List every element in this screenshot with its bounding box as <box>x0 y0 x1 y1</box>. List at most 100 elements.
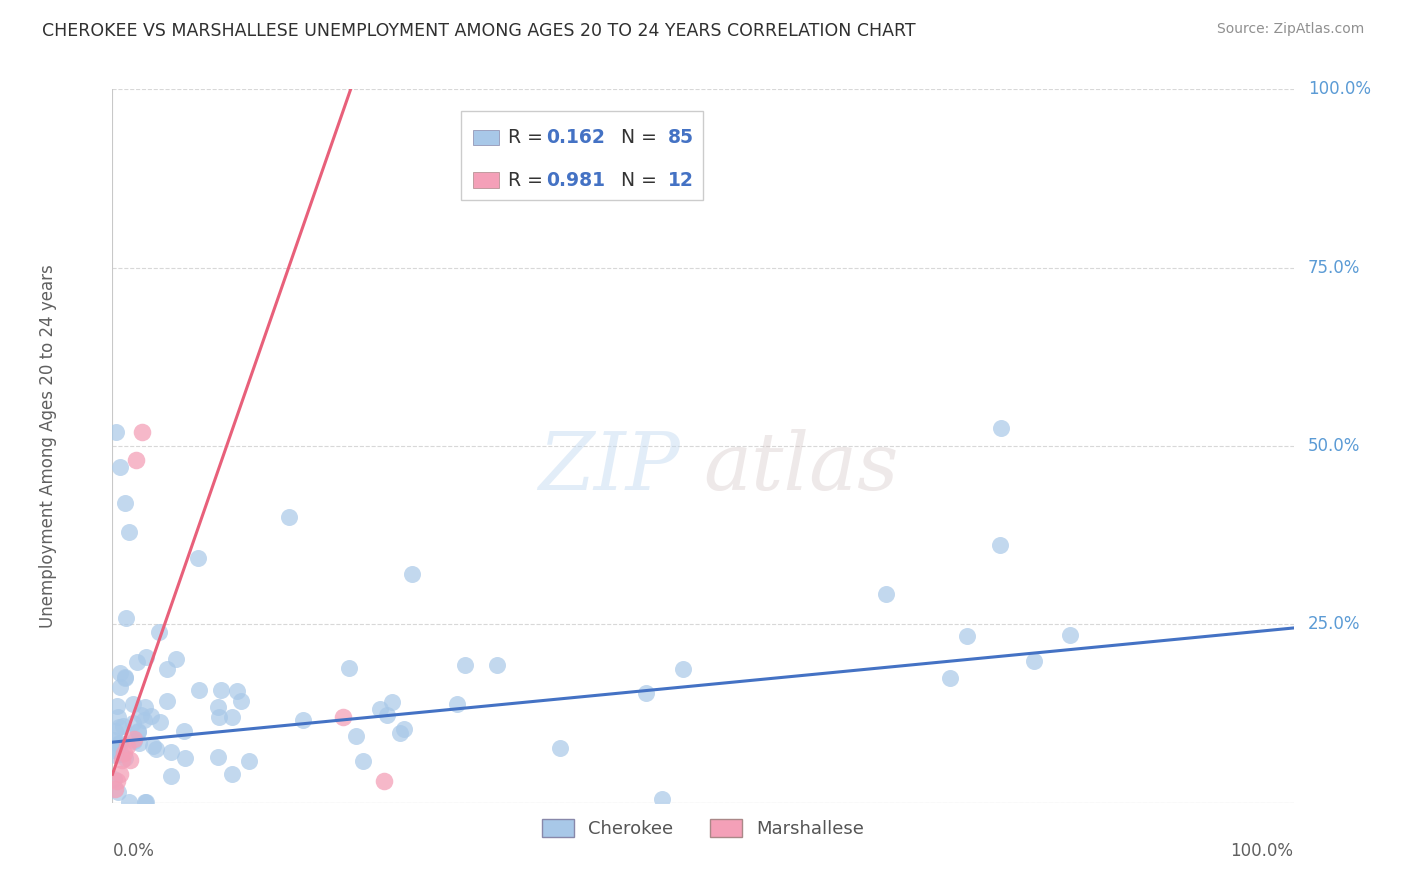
Point <box>115 739 138 753</box>
Point <box>122 698 145 712</box>
Text: 12: 12 <box>668 170 693 190</box>
Text: R =: R = <box>508 170 548 190</box>
Point <box>332 710 354 724</box>
Point <box>131 425 153 439</box>
Point <box>103 772 125 786</box>
Point <box>114 751 136 765</box>
Point <box>988 538 1011 552</box>
Point <box>148 625 170 640</box>
FancyBboxPatch shape <box>472 172 499 188</box>
Point <box>110 666 132 681</box>
Point <box>118 795 141 809</box>
Point <box>388 726 411 740</box>
Point <box>990 421 1012 435</box>
Point <box>105 425 128 439</box>
Point <box>103 733 125 747</box>
Point <box>1022 654 1045 668</box>
Text: 100.0%: 100.0% <box>1308 80 1371 98</box>
Point <box>107 710 129 724</box>
Point <box>107 737 129 751</box>
Text: 0.0%: 0.0% <box>112 842 155 860</box>
Point <box>122 733 145 747</box>
Legend: Cherokee, Marshallese: Cherokee, Marshallese <box>533 811 873 847</box>
Point <box>221 767 243 781</box>
Point <box>108 736 131 750</box>
Point <box>221 709 243 723</box>
Point <box>112 746 135 760</box>
Point <box>160 769 183 783</box>
Point <box>207 699 229 714</box>
Point <box>134 795 156 809</box>
Point <box>128 736 150 750</box>
Point <box>207 750 229 764</box>
Text: 25.0%: 25.0% <box>1308 615 1360 633</box>
Point <box>160 745 183 759</box>
Point <box>225 684 247 698</box>
Text: Source: ZipAtlas.com: Source: ZipAtlas.com <box>1216 22 1364 37</box>
Text: 0.981: 0.981 <box>546 170 605 190</box>
Text: 0.162: 0.162 <box>546 128 605 147</box>
FancyBboxPatch shape <box>472 129 499 145</box>
Text: 50.0%: 50.0% <box>1308 437 1360 455</box>
Text: 85: 85 <box>668 128 693 147</box>
Point <box>453 657 475 672</box>
Point <box>352 754 374 768</box>
Point <box>129 708 152 723</box>
Point <box>381 695 404 709</box>
Point <box>173 750 195 764</box>
Point <box>127 725 149 739</box>
Point <box>485 658 508 673</box>
Point <box>114 670 136 684</box>
Point <box>139 708 162 723</box>
Point <box>186 550 208 565</box>
Point <box>165 652 187 666</box>
Point <box>373 774 395 789</box>
Point <box>370 702 392 716</box>
Point <box>956 629 979 643</box>
Point <box>105 774 128 789</box>
Text: 75.0%: 75.0% <box>1308 259 1360 277</box>
Point <box>156 662 179 676</box>
Point <box>135 795 157 809</box>
Point <box>238 754 260 768</box>
Point <box>117 524 139 539</box>
Point <box>108 720 131 734</box>
Point <box>120 753 142 767</box>
Point <box>134 713 156 727</box>
Point <box>127 723 149 738</box>
Point <box>125 453 148 467</box>
Point <box>134 699 156 714</box>
Point <box>104 748 127 763</box>
Point <box>103 743 125 757</box>
Point <box>112 719 135 733</box>
Point <box>122 731 145 746</box>
Point <box>229 693 252 707</box>
Point <box>105 699 128 714</box>
Point <box>446 698 468 712</box>
Text: Unemployment Among Ages 20 to 24 years: Unemployment Among Ages 20 to 24 years <box>38 264 56 628</box>
Point <box>651 791 673 805</box>
Point <box>344 729 367 743</box>
Point <box>939 671 962 685</box>
Point <box>125 656 148 670</box>
Point <box>104 781 127 796</box>
Point <box>114 672 136 686</box>
Point <box>114 496 136 510</box>
Point <box>875 586 897 600</box>
Point <box>292 714 315 728</box>
Point <box>110 747 132 761</box>
Point <box>277 510 299 524</box>
Point <box>672 662 695 676</box>
Point <box>142 739 165 753</box>
Point <box>636 686 658 700</box>
Text: N =: N = <box>609 128 662 147</box>
Text: R =: R = <box>508 128 548 147</box>
Point <box>401 567 423 582</box>
Point <box>149 715 172 730</box>
Point <box>156 694 179 708</box>
Text: atlas: atlas <box>703 429 898 506</box>
Point <box>394 723 416 737</box>
Point <box>108 460 131 475</box>
FancyBboxPatch shape <box>461 111 703 200</box>
Point <box>187 683 209 698</box>
